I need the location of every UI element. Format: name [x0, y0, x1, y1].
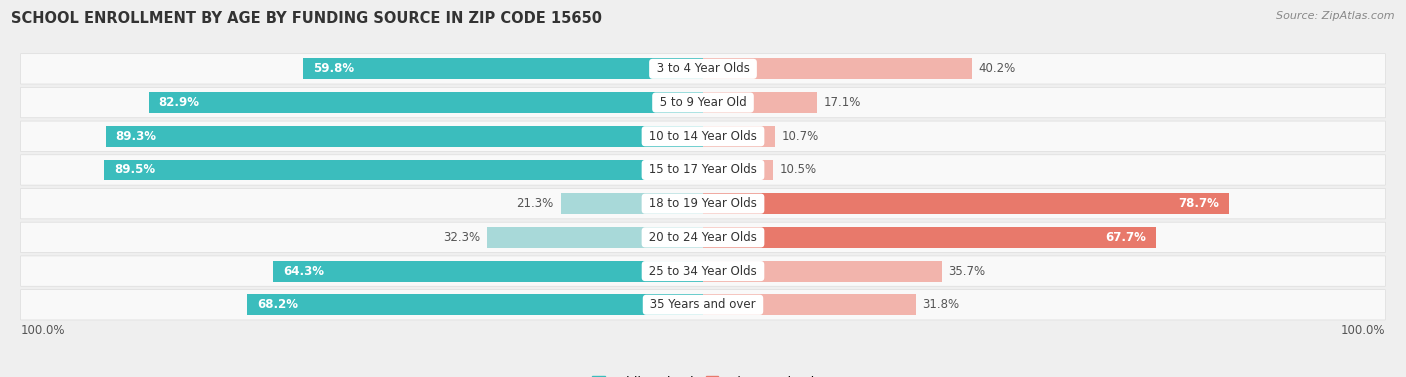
FancyBboxPatch shape [21, 256, 1385, 286]
Text: 25 to 34 Year Olds: 25 to 34 Year Olds [645, 265, 761, 277]
FancyBboxPatch shape [21, 222, 1385, 253]
Bar [104, 159, 703, 181]
Bar [703, 159, 773, 181]
Text: 18 to 19 Year Olds: 18 to 19 Year Olds [645, 197, 761, 210]
Bar [703, 126, 775, 147]
Text: 21.3%: 21.3% [516, 197, 554, 210]
FancyBboxPatch shape [21, 121, 1385, 152]
Bar [105, 126, 703, 147]
FancyBboxPatch shape [21, 87, 1385, 118]
Bar [703, 227, 1156, 248]
Text: 100.0%: 100.0% [21, 323, 65, 337]
Text: 89.3%: 89.3% [115, 130, 156, 143]
Text: Source: ZipAtlas.com: Source: ZipAtlas.com [1277, 11, 1395, 21]
Text: 100.0%: 100.0% [1341, 323, 1385, 337]
Text: 10.5%: 10.5% [780, 164, 817, 176]
Text: 5 to 9 Year Old: 5 to 9 Year Old [655, 96, 751, 109]
Text: 10 to 14 Year Olds: 10 to 14 Year Olds [645, 130, 761, 143]
Bar [149, 92, 703, 113]
Text: 67.7%: 67.7% [1105, 231, 1146, 244]
Text: 20 to 24 Year Olds: 20 to 24 Year Olds [645, 231, 761, 244]
Bar [561, 193, 703, 214]
Text: 31.8%: 31.8% [922, 298, 959, 311]
Bar [273, 261, 703, 282]
Text: 15 to 17 Year Olds: 15 to 17 Year Olds [645, 164, 761, 176]
FancyBboxPatch shape [21, 290, 1385, 320]
FancyBboxPatch shape [21, 188, 1385, 219]
Bar [703, 294, 915, 315]
Bar [703, 92, 817, 113]
Bar [304, 58, 703, 79]
Text: 3 to 4 Year Olds: 3 to 4 Year Olds [652, 62, 754, 75]
Bar [247, 294, 703, 315]
Text: 32.3%: 32.3% [443, 231, 481, 244]
Text: 89.5%: 89.5% [114, 164, 156, 176]
Text: 59.8%: 59.8% [314, 62, 354, 75]
Bar [703, 58, 972, 79]
Bar [703, 193, 1229, 214]
Bar [703, 261, 942, 282]
Text: 10.7%: 10.7% [782, 130, 818, 143]
FancyBboxPatch shape [21, 155, 1385, 185]
Text: 35 Years and over: 35 Years and over [647, 298, 759, 311]
FancyBboxPatch shape [21, 54, 1385, 84]
Text: 17.1%: 17.1% [824, 96, 862, 109]
Text: 40.2%: 40.2% [979, 62, 1015, 75]
Text: 68.2%: 68.2% [257, 298, 298, 311]
Text: SCHOOL ENROLLMENT BY AGE BY FUNDING SOURCE IN ZIP CODE 15650: SCHOOL ENROLLMENT BY AGE BY FUNDING SOUR… [11, 11, 602, 26]
Text: 64.3%: 64.3% [283, 265, 323, 277]
Text: 35.7%: 35.7% [949, 265, 986, 277]
Text: 82.9%: 82.9% [159, 96, 200, 109]
Bar [486, 227, 703, 248]
Legend: Public School, Private School: Public School, Private School [592, 375, 814, 377]
Text: 78.7%: 78.7% [1178, 197, 1219, 210]
